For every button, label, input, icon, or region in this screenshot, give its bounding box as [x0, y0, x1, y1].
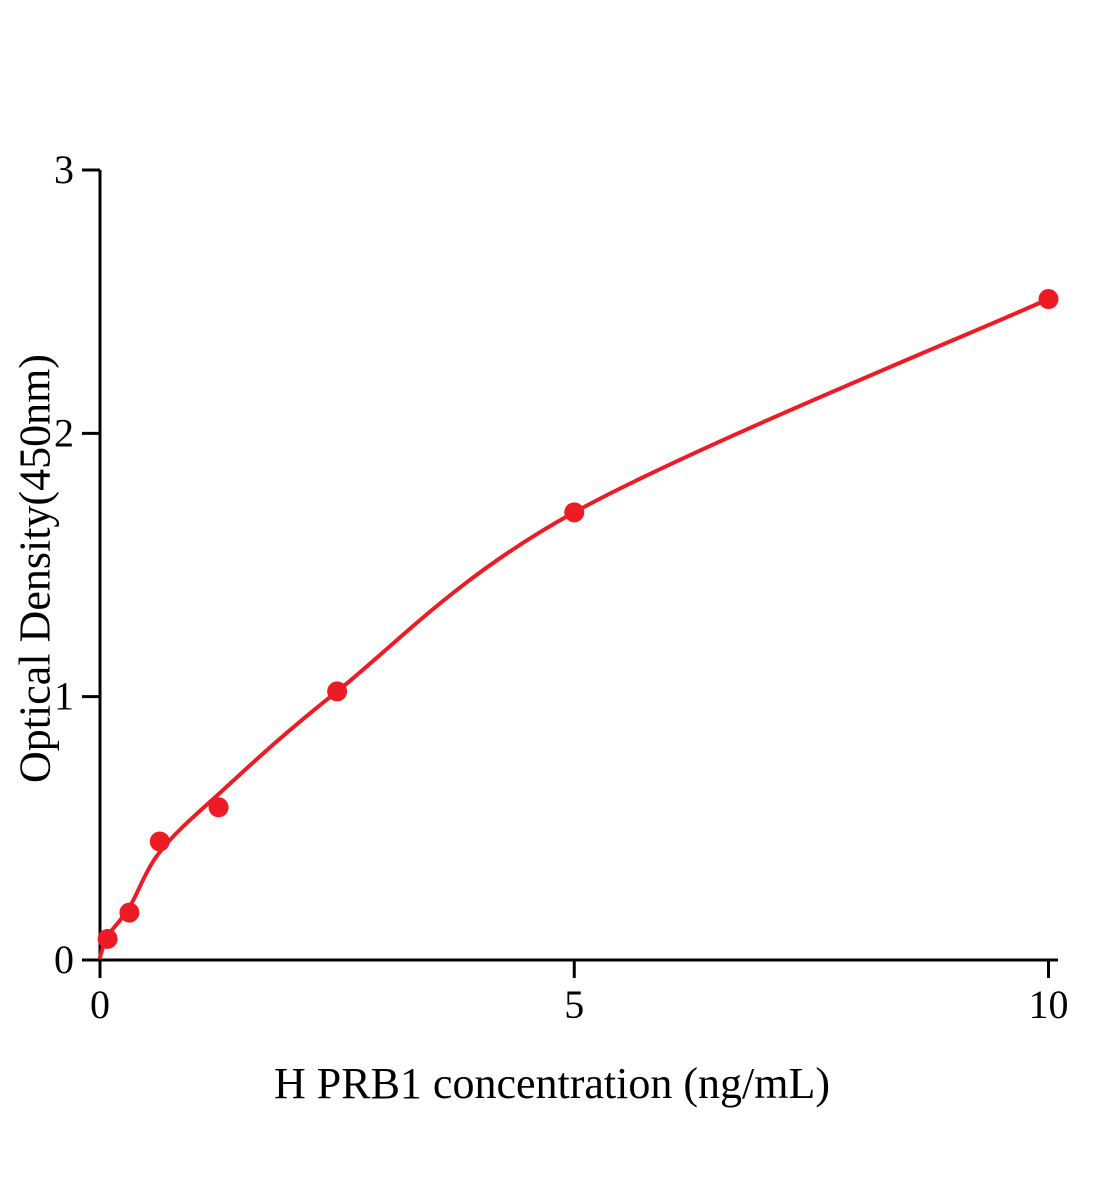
y-tick-label: 0	[54, 937, 74, 982]
data-point	[564, 502, 585, 523]
y-tick-label: 3	[54, 147, 74, 192]
data-point	[1038, 289, 1059, 310]
y-axis-title: Optical Density(450nm)	[10, 339, 61, 799]
x-tick-label: 5	[564, 982, 584, 1027]
data-point	[327, 681, 348, 702]
x-tick-label: 0	[90, 982, 110, 1027]
data-point	[119, 902, 140, 923]
x-axis-title-text: H PRB1 concentration (ng/mL)	[273, 1059, 830, 1108]
x-tick-label: 10	[1029, 982, 1069, 1027]
data-point	[208, 797, 229, 818]
data-point	[97, 928, 118, 949]
x-axis-title: H PRB1 concentration (ng/mL)	[0, 1058, 1104, 1109]
y-tick-label: 1	[54, 674, 74, 719]
data-point	[149, 831, 170, 852]
fit-curve	[98, 297, 1051, 960]
y-tick-label: 2	[54, 410, 74, 455]
y-axis-title-text: Optical Density(450nm)	[10, 354, 60, 783]
